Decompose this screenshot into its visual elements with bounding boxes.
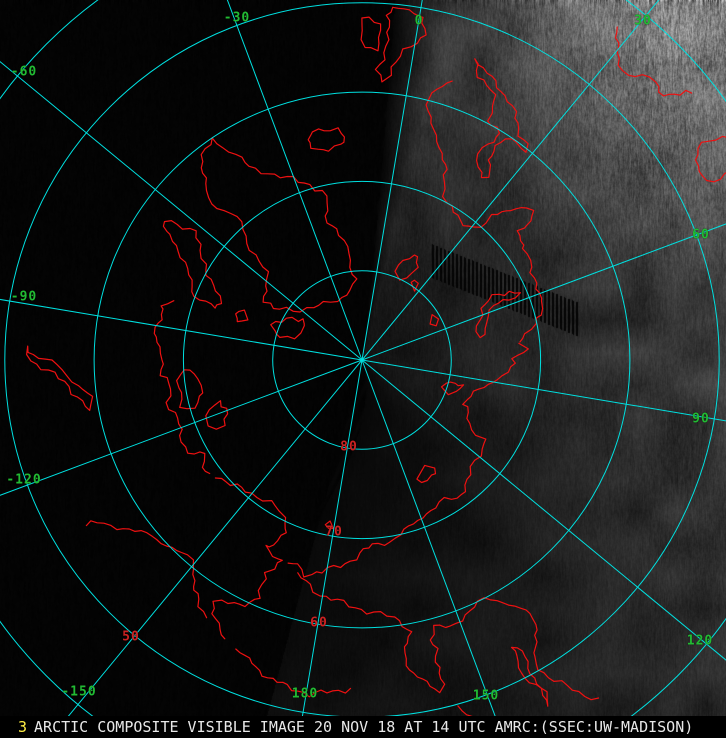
longitude-label: -60 xyxy=(10,64,38,80)
map-overlay-layer xyxy=(0,0,726,717)
longitude-label: 120 xyxy=(686,633,714,649)
longitude-label: -90 xyxy=(10,289,38,305)
longitude-label: 150 xyxy=(472,688,500,704)
latitude-label: 60 xyxy=(310,615,328,631)
longitude-label: 0 xyxy=(414,13,424,29)
graticule-layer xyxy=(0,0,726,717)
caption-prefix: 3 xyxy=(18,718,28,736)
latitude-label: 50 xyxy=(122,629,140,645)
longitude-label: 90 xyxy=(692,411,710,427)
longitude-label: 180 xyxy=(291,686,319,702)
caption-text: ARCTIC COMPOSITE VISIBLE IMAGE 20 NOV 18… xyxy=(34,718,694,736)
longitude-label: 30 xyxy=(634,13,652,29)
longitude-label: -30 xyxy=(223,10,251,26)
longitude-label: -120 xyxy=(6,472,42,488)
longitude-label: -150 xyxy=(61,684,97,700)
latitude-label: 80 xyxy=(340,439,358,455)
caption-bar: 3 ARCTIC COMPOSITE VISIBLE IMAGE 20 NOV … xyxy=(0,716,726,738)
latitude-label: 70 xyxy=(325,524,343,540)
longitude-label: 60 xyxy=(692,227,710,243)
